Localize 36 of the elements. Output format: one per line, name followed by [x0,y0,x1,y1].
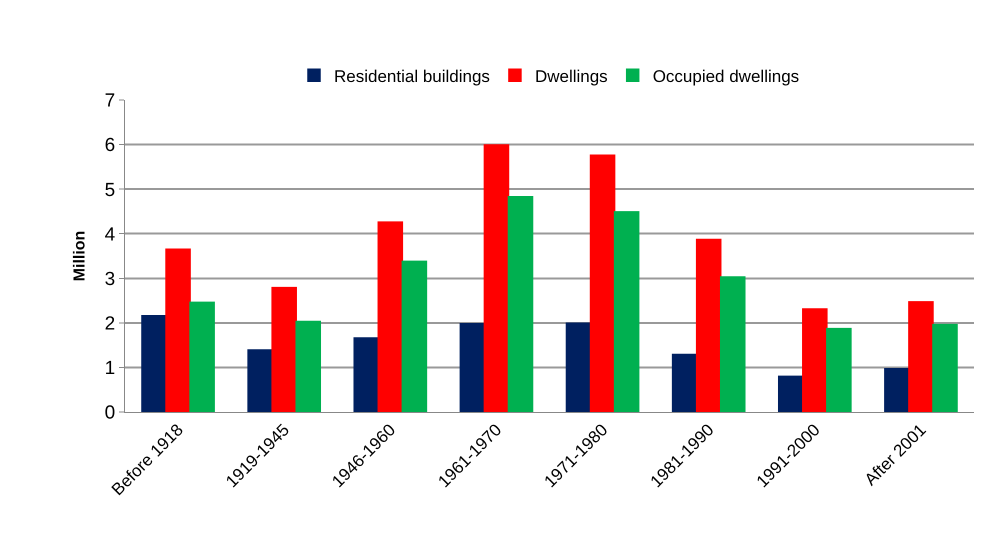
bar [247,349,273,412]
bar [932,324,958,412]
bar [778,376,804,412]
bar [566,322,592,412]
bar [484,144,510,412]
bar [141,314,167,412]
legend-label: Occupied dwellings [652,66,800,86]
bar [826,328,852,412]
bar [884,368,910,412]
bar [295,320,322,412]
bar [802,308,828,412]
bar [508,196,534,412]
y-axis-title: Million [72,230,89,282]
bar [353,337,380,412]
legend-label: Dwellings [534,66,608,86]
bar [696,238,722,412]
y-tick-label: 7 [104,90,116,112]
bar [590,154,616,412]
y-tick-label: 6 [104,135,116,156]
y-tick-label: 0 [104,402,116,424]
legend-label: Residential buildings [334,66,490,86]
y-tick-label: 1 [104,358,116,380]
y-tick-label: 3 [104,268,116,290]
y-tick-label: 4 [104,224,116,246]
bar [402,260,428,412]
y-tick-label: 2 [104,314,116,335]
bar [189,302,215,412]
bar [271,286,297,412]
bar [672,354,698,412]
bar [165,248,191,412]
bar [378,221,404,412]
bar [720,276,746,412]
bar [614,211,640,412]
y-tick-label: 5 [104,180,116,201]
bar [460,323,486,412]
bar [908,301,934,412]
